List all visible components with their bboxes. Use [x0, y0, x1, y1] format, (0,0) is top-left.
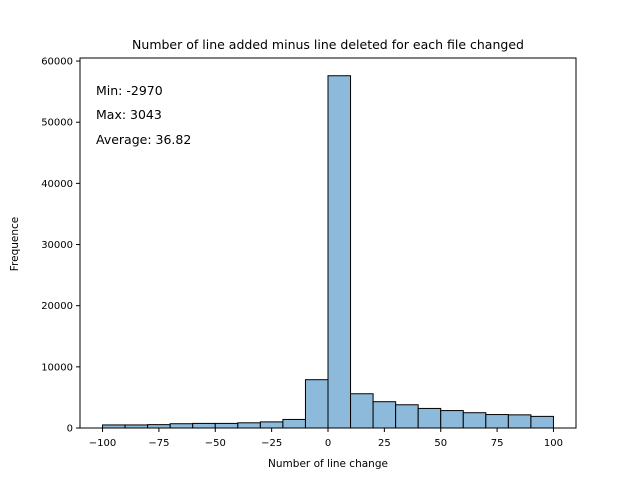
x-tick-label-2: −50 [205, 438, 226, 449]
y-tick-label-2: 20000 [41, 301, 73, 312]
x-tick-label-7: 75 [491, 438, 504, 449]
histogram-bar-8 [282, 418, 306, 429]
annotation-min: Min: -2970 [96, 83, 163, 98]
histogram-bar-15 [440, 410, 464, 429]
histogram-bar-17 [485, 414, 509, 429]
y-axis-ticks: 0 10000 20000 30000 40000 50000 60000 [41, 57, 80, 435]
histogram-bar-7 [259, 421, 284, 429]
y-axis-label: Frequence [9, 217, 21, 272]
x-axis-label: Number of line change [268, 458, 388, 470]
x-tick-label-6: 50 [434, 438, 447, 449]
histogram-bar-18 [507, 414, 532, 429]
x-tick-label-0: −100 [89, 438, 116, 449]
annotation-average: Average: 36.82 [96, 132, 191, 147]
chart-title: Number of line added minus line deleted … [132, 37, 524, 52]
histogram-bar-5 [214, 422, 239, 429]
histogram-bar-6 [237, 422, 261, 429]
x-tick-label-8: 100 [544, 438, 563, 449]
histogram-bar-3 [169, 423, 194, 429]
y-tick-label-1: 10000 [41, 362, 73, 373]
histogram-bar-9 [304, 379, 329, 429]
histogram-bar-13 [395, 404, 419, 429]
y-tick-label-5: 50000 [41, 118, 73, 129]
histogram-bar-11 [350, 393, 374, 429]
x-tick-label-1: −75 [148, 438, 169, 449]
x-axis-ticks: −100 −75 −50 −25 0 25 50 75 100 [89, 428, 563, 449]
histogram-bar-2 [147, 424, 171, 429]
x-tick-label-3: −25 [261, 438, 282, 449]
annotation-max: Max: 3043 [96, 107, 162, 122]
y-tick-label-3: 30000 [41, 240, 73, 251]
x-tick-label-4: 0 [325, 438, 331, 449]
x-tick-label-5: 25 [378, 438, 391, 449]
bars-group [102, 75, 554, 429]
histogram-bar-12 [372, 401, 397, 429]
histogram-bar-10 [327, 75, 352, 429]
histogram-bar-14 [417, 407, 442, 429]
histogram-bar-19 [530, 415, 554, 429]
histogram-bar-16 [462, 412, 487, 429]
y-tick-label-4: 40000 [41, 179, 73, 190]
y-tick-label-6: 60000 [41, 57, 73, 68]
y-tick-label-0: 0 [67, 424, 73, 435]
histogram-bar-4 [192, 422, 216, 429]
